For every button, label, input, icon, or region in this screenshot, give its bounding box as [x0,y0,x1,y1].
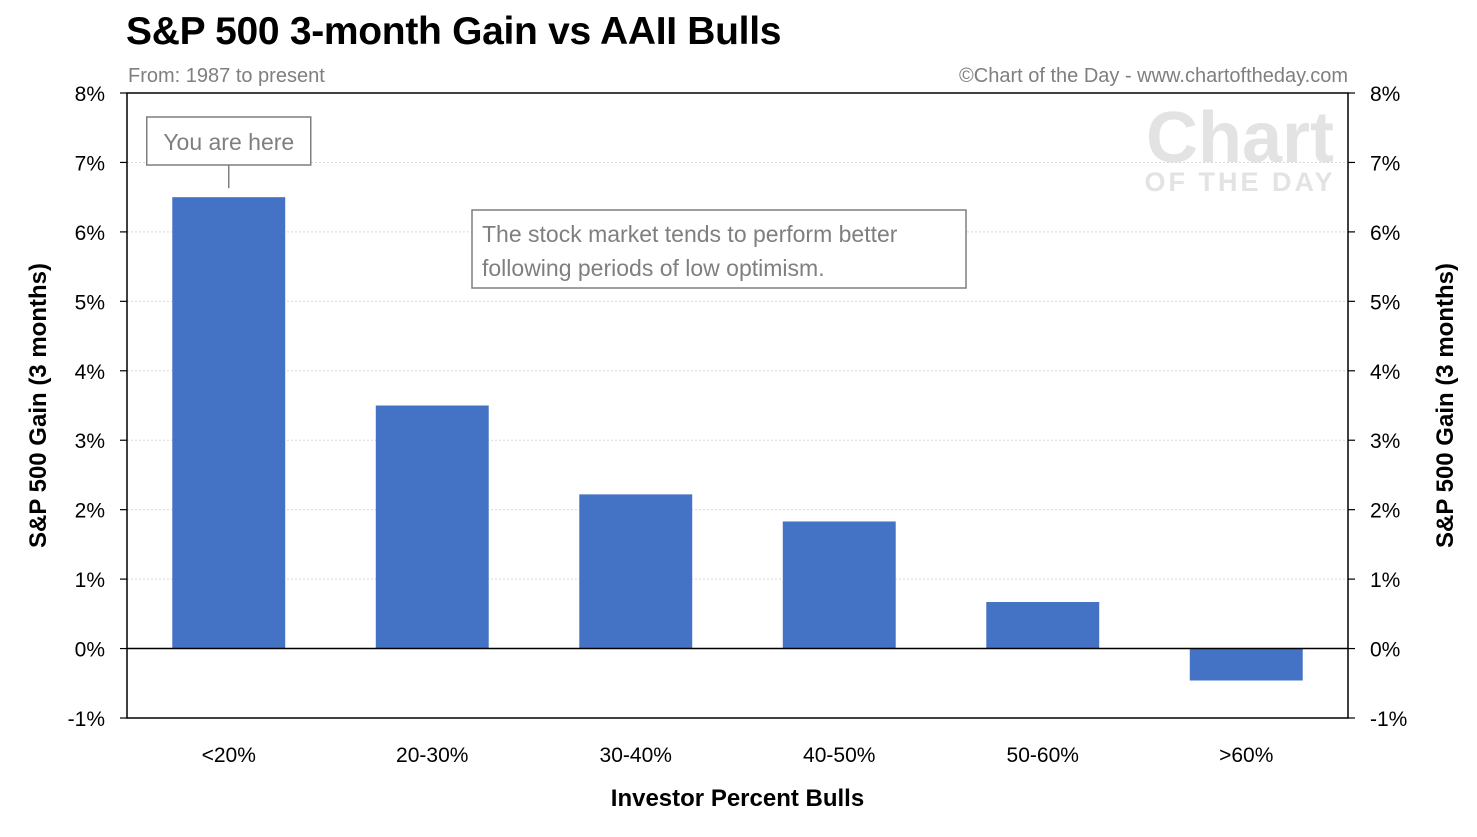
note-line-1: The stock market tends to perform better [482,221,898,247]
watermark-logo-sub: OF THE DAY [1144,167,1335,197]
y-tick-label-left: 2% [75,500,105,523]
y-tick-label-right: 2% [1370,500,1400,523]
y-tick-label-left: 4% [75,361,105,384]
chart-subtitle: From: 1987 to present [128,65,325,87]
y-tick-label-left: 0% [75,639,105,662]
bar [1189,648,1303,681]
x-tick-label: 50-60% [1007,744,1079,767]
chart-credit: ©Chart of the Day - www.chartoftheday.co… [959,65,1348,87]
bar [375,405,489,649]
y-axis-right: -1% 0% 1% 2% 3% 4% 5% 6% 7% 8% [1348,83,1407,731]
note-line-2: following periods of low optimism. [482,255,825,281]
gridlines [127,161,1348,580]
y-tick-label-right: 0% [1370,639,1400,662]
bar [782,521,896,649]
y-tick-label-left: 8% [75,83,105,106]
y-tick-label-left: 5% [75,291,105,314]
watermark-logo-main: Chart [1146,98,1334,178]
x-tick-label: 30-40% [600,744,672,767]
y-tick-label-left: 3% [75,430,105,453]
y-tick-label-right: -1% [1370,708,1407,731]
y-tick-label-right: 6% [1370,222,1400,245]
x-axis: <20% 20-30% 30-40% 40-50% 50-60% >60% [202,744,1274,767]
you-are-here-box [146,116,312,166]
bars [172,197,1303,681]
plot-area-frame [126,92,1349,719]
note-box [471,209,967,289]
y-tick-label-right: 7% [1370,152,1400,175]
y-axis-left: -1% 0% 1% 2% 3% 4% 5% 6% 7% 8% [68,83,127,731]
y-axis-title-right: S&P 500 Gain (3 months) [1432,263,1459,548]
bar [172,197,286,649]
note-annotation: The stock market tends to perform better… [471,209,967,289]
x-tick-label: 40-50% [803,744,875,767]
bar [986,602,1100,649]
x-tick-label: >60% [1219,744,1273,767]
x-tick-label: 20-30% [396,744,468,767]
y-tick-label-left: 7% [75,152,105,175]
bar [579,494,693,649]
y-tick-label-right: 5% [1370,291,1400,314]
you-are-here-annotation: You are here [146,116,312,189]
y-tick-label-right: 3% [1370,430,1400,453]
y-tick-label-left: -1% [68,708,105,731]
you-are-here-label: You are here [163,129,294,155]
y-tick-label-left: 6% [75,222,105,245]
y-tick-label-right: 4% [1370,361,1400,384]
y-axis-title-left: S&P 500 Gain (3 months) [25,263,52,548]
chart-title: S&P 500 3-month Gain vs AAII Bulls [126,10,782,53]
y-tick-label-right: 1% [1370,569,1400,592]
y-tick-label-left: 1% [75,569,105,592]
x-tick-label: <20% [202,744,256,767]
y-tick-label-right: 8% [1370,83,1400,106]
x-axis-title: Investor Percent Bulls [611,785,864,812]
